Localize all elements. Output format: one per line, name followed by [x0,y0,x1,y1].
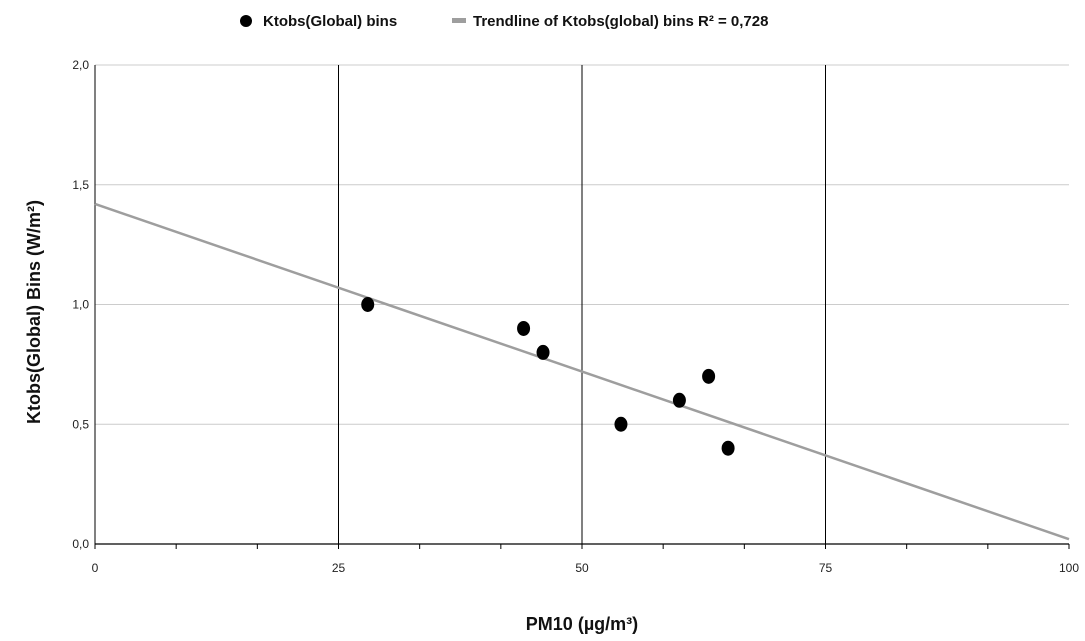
axes [94,65,1070,549]
y-tick-label: 1,5 [72,178,89,192]
y-tick-label: 2,0 [72,58,89,72]
x-tick-label: 0 [92,561,99,575]
legend: Ktobs(Global) bins Trendline of Ktobs(gl… [240,13,768,30]
legend-label-trendline: Trendline of Ktobs(global) bins R² = 0,7… [473,13,768,30]
data-point [702,368,716,384]
tick-labels: 0,0 0,5 1,0 1,5 2,0 0 25 50 75 100 [72,58,1079,575]
data-point [614,416,628,432]
data-point [517,320,531,336]
legend-marker-trendline [452,18,466,23]
gridlines [95,64,1069,544]
points-group [361,297,735,456]
data-point [672,392,686,408]
y-axis-title: Ktobs(Global) Bins (W/m²) [24,200,44,424]
x-tick-label: 50 [575,561,589,575]
x-tick-label: 75 [819,561,833,575]
legend-label-scatter: Ktobs(Global) bins [263,13,397,30]
legend-marker-scatter [240,15,252,27]
data-point [721,440,735,456]
x-tick-label: 100 [1059,561,1079,575]
x-tick-label: 25 [332,561,346,575]
y-tick-label: 0,5 [72,417,89,431]
trendline [94,202,1070,541]
data-point [361,297,375,312]
data-point [536,344,550,360]
trendline-group [94,202,1070,541]
x-axis-title: PM10 (µg/m³) [526,614,638,634]
y-tick-label: 1,0 [72,298,89,312]
y-tick-label: 0,0 [72,537,89,551]
